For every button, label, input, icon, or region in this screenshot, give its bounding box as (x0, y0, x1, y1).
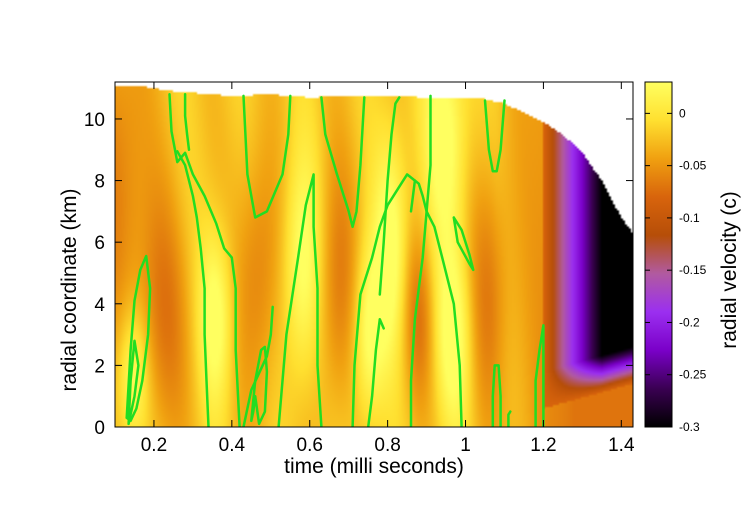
y-tick-label: 8 (94, 172, 105, 193)
y-tick-label: 0 (94, 418, 105, 439)
y-axis: 0 2 4 6 8 10 (84, 110, 633, 439)
y-tick-label: 4 (94, 295, 105, 316)
x-axis: 0.2 0.4 0.6 0.8 1 1.2 1.4 (141, 82, 635, 456)
contour-line-19 (507, 410, 512, 427)
x-tick-label: 0.4 (219, 435, 246, 456)
contour-line-7 (242, 305, 274, 427)
x-tick-label: 0.6 (297, 435, 323, 456)
plot-area (114, 81, 634, 428)
colorbar-tick-label: -0.3 (679, 420, 700, 434)
colorbar-tick-label: -0.25 (679, 368, 707, 382)
colorbar-gradient (645, 82, 672, 427)
y-tick-label: 6 (94, 233, 105, 254)
contour-line-15 (409, 179, 463, 427)
x-tick-label: 1.2 (530, 435, 556, 456)
contour-line-5 (183, 93, 191, 152)
plot-frame (114, 81, 634, 428)
y-tick-label: 10 (84, 110, 105, 131)
contour-line-16 (452, 216, 475, 272)
contour-line-10 (320, 96, 366, 229)
y-tick-label: 2 (94, 356, 105, 377)
contour-line-3 (168, 93, 241, 427)
contour-line-2 (127, 339, 140, 426)
colorbar-tick-label: 0 (679, 106, 686, 120)
contour-line-12 (366, 317, 385, 427)
x-tick-label: 1.4 (608, 435, 635, 456)
colorbar-frame (644, 81, 673, 428)
contour-line-20 (534, 324, 545, 427)
contour-line-14 (409, 94, 432, 427)
contour-lines (125, 93, 545, 427)
contour-line-1 (125, 254, 152, 423)
contour-line-11 (351, 173, 417, 427)
x-tick-label: 0.8 (374, 435, 400, 456)
colorbar-tick-label: -0.15 (679, 263, 707, 277)
colorbar-tick-label: -0.2 (679, 315, 700, 329)
x-tick-label: 1 (460, 435, 471, 456)
contour-line-4 (176, 150, 210, 427)
colorbar: 0 -0.05 -0.1 -0.15 -0.2 -0.25 -0.3 radial velo… (644, 81, 741, 434)
colorbar-tick-label: -0.1 (679, 211, 700, 225)
contour-line-6 (250, 345, 269, 426)
colorbar-ticks: 0 -0.05 -0.1 -0.15 -0.2 -0.25 -0.3 (645, 106, 707, 434)
contour-line-17 (483, 99, 506, 173)
x-axis-title: time (milli seconds) (284, 455, 464, 478)
colorbar-tick-label: -0.05 (679, 159, 707, 173)
colorbar-title: radial velocity (c) (718, 191, 741, 349)
contour-line-8 (277, 173, 323, 427)
contour-line-18 (491, 364, 502, 427)
y-axis-title: radial coordinate (km) (58, 188, 81, 391)
contour-line-9 (242, 94, 292, 219)
contour-line-13 (378, 96, 401, 296)
x-tick-label: 0.2 (141, 435, 167, 456)
